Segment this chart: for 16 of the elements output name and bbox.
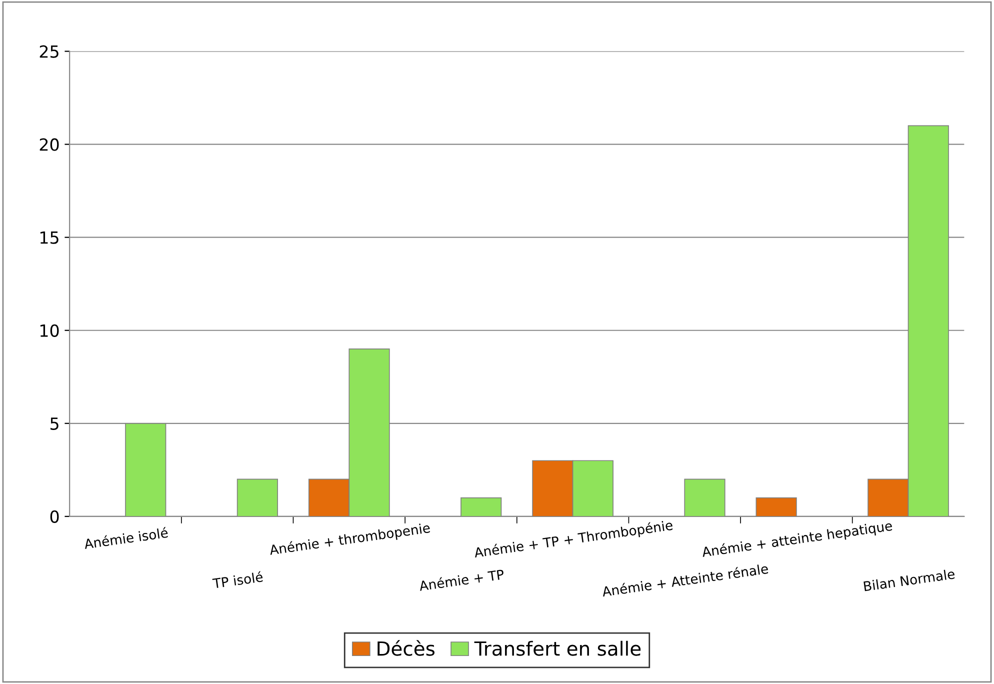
y-tick-label: 5	[50, 418, 58, 430]
y-tick-label: 20	[40, 138, 59, 151]
x-tick-label: Anémie + TP	[418, 568, 504, 592]
x-tick-label: Anémie + thrombopenie	[268, 522, 431, 558]
legend-label: Transfert en salle	[474, 640, 641, 656]
x-tick-label: Bilan Normale	[864, 568, 955, 592]
x-tick-label: Anémie + Atteinte rénale	[602, 562, 768, 597]
y-tick-label: 10	[40, 324, 59, 337]
x-tick-label: Anémie + atteinte hepatique	[701, 520, 893, 560]
y-tick-label: 0	[50, 510, 59, 523]
x-tick-label: TP isolé	[212, 571, 264, 589]
y-tick-label: 25	[40, 45, 58, 58]
x-tick-label: Anémie isolé	[84, 526, 168, 550]
legend-label: Décès	[378, 640, 435, 656]
x-tick-label: Anémie + TP + Thrombopénie	[474, 519, 674, 560]
y-tick-label: 15	[40, 232, 58, 244]
